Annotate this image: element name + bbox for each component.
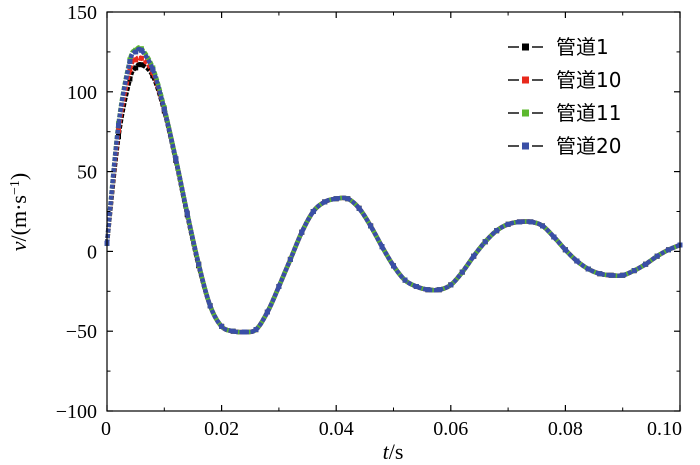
x-axis-label: t/s: [383, 439, 404, 464]
data-point: [138, 62, 144, 68]
data-point: [402, 277, 408, 283]
legend-marker: [522, 76, 529, 84]
data-point: [368, 223, 374, 229]
data-point: [597, 271, 603, 277]
y-axis-variable: v: [6, 241, 31, 251]
data-point: [345, 196, 351, 202]
data-point: [161, 106, 167, 112]
data-point: [608, 272, 614, 278]
legend: 管道1 管道10 管道11 管道20: [508, 35, 621, 158]
data-point: [425, 287, 431, 293]
x-tick-label: 0.08: [548, 418, 583, 440]
data-point: [391, 263, 396, 269]
data-point: [264, 309, 270, 315]
series-4: [104, 46, 683, 335]
legend-marker: [522, 109, 529, 117]
x-tick-label: 0.10: [647, 418, 682, 440]
data-point: [127, 59, 133, 64]
data-point: [299, 229, 305, 235]
data-point: [517, 219, 523, 225]
data-point: [333, 196, 339, 202]
data-point: [551, 234, 557, 240]
data-point: [116, 122, 121, 128]
data-point: [127, 67, 133, 72]
series-layer: [104, 45, 683, 335]
series-line-4: [104, 46, 681, 335]
y-axis-label: v/(m·s−1): [6, 173, 31, 251]
y-axis-unit-close: ): [6, 173, 31, 180]
data-point: [230, 328, 236, 334]
data-point: [138, 47, 144, 53]
legend-item: 管道11: [508, 101, 621, 125]
data-point: [310, 209, 316, 214]
data-point: [562, 247, 568, 253]
y-tick-label: 0: [87, 241, 97, 263]
x-tick-label: 0.02: [204, 418, 239, 440]
data-point: [482, 239, 488, 245]
data-point: [356, 205, 362, 211]
legend-label: 管道20: [556, 134, 621, 158]
legend-item: 管道10: [508, 68, 621, 92]
y-tick-label: −100: [56, 401, 97, 423]
data-point: [574, 258, 580, 264]
data-point: [138, 55, 144, 61]
data-point: [585, 266, 591, 272]
x-axis-unit: /s: [389, 439, 404, 464]
data-point: [287, 256, 293, 262]
data-point: [471, 253, 477, 259]
legend-label: 管道1: [556, 35, 609, 59]
data-point: [413, 284, 419, 289]
data-point: [219, 323, 225, 329]
data-point: [207, 303, 213, 309]
data-point: [242, 329, 247, 335]
data-point: [173, 156, 179, 162]
data-point: [631, 268, 637, 274]
data-point: [133, 65, 139, 71]
x-tick-label: 0.06: [433, 418, 468, 440]
y-tick-label: 150: [67, 2, 97, 24]
data-point: [459, 269, 465, 275]
data-point: [528, 219, 534, 225]
legend-label: 管道10: [556, 68, 621, 92]
data-point: [436, 287, 442, 293]
y-tick-label: 50: [77, 162, 97, 184]
y-tick-label: 100: [67, 82, 97, 104]
data-point: [540, 223, 545, 229]
data-point: [654, 253, 660, 259]
legend-marker: [522, 43, 529, 51]
x-tick-label: 0.04: [319, 418, 354, 440]
data-point: [253, 327, 259, 333]
data-point: [133, 57, 139, 63]
legend-item: 管道20: [508, 134, 621, 158]
data-point: [666, 247, 671, 253]
data-point: [505, 221, 511, 227]
y-axis-unit-exponent: −1: [8, 180, 23, 195]
ticks-layer: 0 0.02 0.04 0.06 0.08 0.10 −100 −50 0 50 100 150: [56, 2, 682, 440]
data-point: [276, 284, 282, 289]
data-point: [150, 67, 156, 72]
data-point: [379, 244, 385, 250]
x-axis-variable: t: [383, 439, 390, 464]
legend-marker: [522, 142, 529, 150]
data-point: [322, 199, 328, 205]
y-axis-unit: /(m·s: [6, 195, 31, 241]
data-point: [643, 261, 649, 267]
data-point: [494, 228, 500, 234]
data-point: [196, 261, 202, 267]
data-point: [620, 272, 626, 278]
data-point: [133, 49, 139, 55]
x-tick-label: 0: [101, 418, 111, 440]
data-point: [448, 282, 454, 288]
data-point: [184, 210, 190, 216]
legend-item: 管道1: [508, 35, 609, 59]
y-tick-label: −50: [66, 321, 97, 343]
legend-label: 管道11: [556, 101, 621, 125]
